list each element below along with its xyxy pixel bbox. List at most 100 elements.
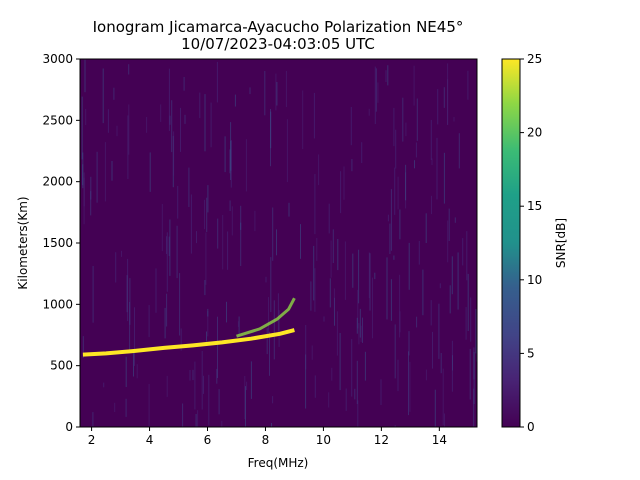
noise-streak: [246, 381, 248, 391]
noise-streak: [270, 111, 272, 149]
noise-streak: [125, 356, 127, 387]
noise-streak: [377, 82, 379, 103]
noise-streak: [166, 293, 168, 327]
noise-streak: [268, 297, 269, 334]
noise-streak: [394, 167, 396, 215]
noise-streak: [356, 360, 358, 404]
noise-streak: [205, 232, 207, 285]
colorbar-tick-label: 5: [527, 346, 535, 360]
colorbar-tick-label: 20: [527, 126, 542, 140]
noise-streak: [408, 331, 410, 356]
colorbar-tick-label: 25: [527, 52, 542, 66]
noise-streak: [443, 152, 445, 204]
noise-streak: [179, 273, 181, 336]
noise-streak: [269, 331, 270, 376]
noise-streak: [173, 131, 175, 176]
noise-streak: [416, 316, 418, 328]
noise-streak: [184, 114, 186, 124]
noise-streak: [443, 87, 445, 108]
noise-streak: [133, 351, 134, 377]
chart-title: Ionogram Jicamarca-Ayacucho Polarization…: [93, 18, 464, 36]
noise-streak: [272, 207, 274, 261]
noise-streak: [389, 223, 391, 254]
noise-streak: [164, 307, 166, 339]
noise-streak: [399, 209, 401, 240]
noise-streak: [344, 241, 346, 300]
plot-area: [79, 58, 478, 428]
noise-streak: [82, 336, 84, 358]
noise-streak: [134, 307, 135, 366]
colorbar-ticks: 0 5 10 15 20 25: [520, 52, 542, 434]
noise-streak: [84, 59, 86, 93]
noise-streak: [357, 400, 359, 427]
noise-streak: [314, 174, 316, 235]
x-tick-label: 4: [146, 433, 154, 447]
noise-streak: [90, 191, 92, 216]
f-layer-spread-trace: [236, 297, 296, 338]
noise-streak: [357, 289, 359, 329]
noise-streak: [129, 278, 131, 325]
noise-streak: [188, 167, 190, 207]
y-tick-label: 1000: [42, 297, 73, 311]
noise-streak: [350, 107, 352, 146]
noise-streak: [148, 384, 150, 427]
noise-streak: [374, 272, 376, 280]
noise-streak: [83, 172, 85, 207]
noise-streak: [285, 70, 287, 107]
noise-streak: [127, 258, 129, 322]
noise-streak: [180, 328, 182, 351]
noise-streak: [190, 194, 192, 254]
noise-streak: [103, 382, 105, 388]
noise-streak: [125, 398, 127, 417]
noise-streak: [177, 185, 179, 219]
x-tick-label: 12: [374, 433, 389, 447]
noise-streak: [316, 238, 318, 261]
noise-streak: [440, 353, 442, 374]
noise-streak: [240, 205, 242, 266]
noise-streak: [226, 301, 227, 323]
noise-streak: [128, 104, 130, 155]
noise-streak: [395, 129, 397, 169]
y-tick-label: 0: [65, 420, 73, 434]
noise-streak: [333, 288, 335, 312]
noise-streak: [442, 368, 444, 426]
noise-streak: [244, 376, 246, 420]
echo-traces: [82, 297, 296, 357]
noise-streak: [399, 274, 401, 338]
noise-streak: [218, 389, 220, 415]
noise-streak: [397, 359, 399, 392]
noise-streak: [270, 257, 272, 312]
noise-streak: [337, 239, 339, 271]
noise-streak: [434, 389, 436, 427]
noise-streak: [430, 119, 432, 160]
noise-streak: [416, 98, 418, 141]
noise-streak: [364, 351, 366, 381]
noise-streak: [148, 305, 150, 338]
noise-streak: [405, 164, 407, 201]
f-layer-trace: [82, 328, 295, 357]
chart-subtitle: 10/07/2023-04:03:05 UTC: [181, 35, 375, 53]
noise-streak: [128, 64, 130, 75]
noise-streak: [473, 388, 475, 427]
noise-streak: [351, 339, 353, 397]
noise-streak: [92, 412, 94, 427]
noise-streak: [332, 229, 334, 263]
noise-streak: [453, 117, 455, 122]
noise-streak: [136, 364, 138, 379]
noise-streak: [166, 375, 168, 397]
noise-streak: [180, 107, 181, 152]
noise-streak: [129, 302, 131, 354]
noise-streak: [207, 308, 209, 317]
noise-streak: [402, 97, 404, 142]
noise-streak: [409, 361, 411, 412]
noise-streak: [465, 307, 467, 340]
noise-streak: [271, 423, 272, 427]
noise-streak: [216, 368, 218, 384]
noise-streak: [229, 149, 231, 174]
y-tick-label: 500: [50, 359, 73, 373]
noise-streak: [192, 369, 194, 381]
noise-streak: [444, 413, 445, 427]
noise-streak: [368, 252, 370, 299]
noise-streak: [272, 396, 274, 404]
noise-streak: [415, 142, 417, 158]
